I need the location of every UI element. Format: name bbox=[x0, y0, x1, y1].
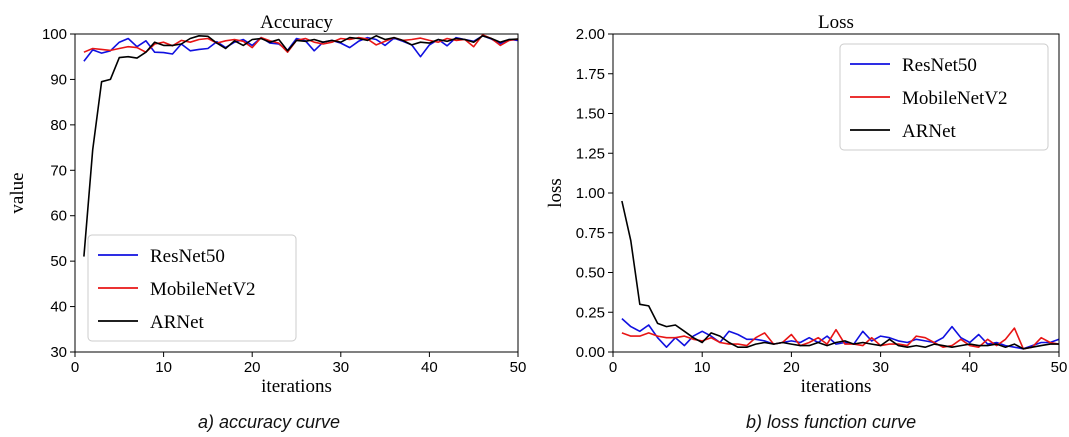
x-tick-label: 40 bbox=[961, 359, 978, 376]
y-tick-label: 0.00 bbox=[576, 344, 605, 361]
y-tick-label: 1.25 bbox=[576, 145, 605, 162]
x-axis-label: iterations bbox=[261, 376, 332, 397]
legend-label-arnet: ARNet bbox=[902, 121, 957, 142]
caption-loss: b) loss function curve bbox=[746, 412, 917, 432]
y-axis-label: loss bbox=[545, 178, 566, 208]
y-tick-label: 30 bbox=[50, 344, 67, 361]
x-tick-label: 20 bbox=[244, 359, 261, 376]
y-tick-label: 100 bbox=[42, 26, 67, 43]
legend-label-mobilenetv2: MobileNetV2 bbox=[902, 88, 1008, 109]
y-tick-label: 60 bbox=[50, 208, 67, 225]
y-tick-label: 1.50 bbox=[576, 106, 605, 123]
chart-accuracy: 0 10 20 30 40 50 30 40 50 60 70 80 90 100 Accuracy iter… bbox=[7, 12, 526, 397]
x-tick-label: 20 bbox=[783, 359, 800, 376]
y-tick-label: 1.00 bbox=[576, 185, 605, 202]
legend-label-resnet50: ResNet50 bbox=[150, 246, 225, 267]
legend-label-resnet50: ResNet50 bbox=[902, 55, 977, 76]
series-line-mobilenetv2 bbox=[83, 34, 519, 54]
x-axis-label: iterations bbox=[801, 376, 872, 397]
y-tick-label: 40 bbox=[50, 299, 67, 316]
series-line-arnet bbox=[83, 34, 519, 257]
y-tick-label: 1.75 bbox=[576, 66, 605, 83]
y-axis-label: value bbox=[7, 172, 28, 213]
legend-box bbox=[87, 234, 297, 342]
y-tick-label: 90 bbox=[50, 71, 67, 88]
x-tick-label: 50 bbox=[510, 359, 527, 376]
x-tick-label: 40 bbox=[421, 359, 438, 376]
caption-accuracy: a) accuracy curve bbox=[198, 412, 341, 432]
y-tick-label: 0.25 bbox=[576, 304, 605, 321]
x-tick-label: 50 bbox=[1051, 359, 1068, 376]
legend-label-arnet: ARNet bbox=[150, 312, 205, 333]
series-line-mobilenetv2 bbox=[621, 327, 1060, 350]
chart-title: Accuracy bbox=[260, 12, 333, 33]
legend-box bbox=[839, 43, 1049, 151]
series-line-resnet50 bbox=[621, 318, 1060, 350]
y-tick-label: 70 bbox=[50, 162, 67, 179]
y-tick-label: 80 bbox=[50, 117, 67, 134]
y-tick-label: 50 bbox=[50, 253, 67, 270]
chart-title: Loss bbox=[818, 12, 854, 33]
x-tick-label: 0 bbox=[71, 359, 79, 376]
x-tick-label: 10 bbox=[694, 359, 711, 376]
y-tick-label: 2.00 bbox=[576, 26, 605, 43]
x-tick-label: 0 bbox=[609, 359, 617, 376]
x-tick-label: 10 bbox=[155, 359, 172, 376]
series-line-arnet bbox=[621, 200, 1059, 350]
x-tick-label: 30 bbox=[872, 359, 889, 376]
legend-label-mobilenetv2: MobileNetV2 bbox=[150, 279, 256, 300]
legend: ResNet50 MobileNetV2 ARNet bbox=[839, 43, 1049, 151]
chart-loss: 0 10 20 30 40 50 0.00 0.25 0.50 0.75 1.00 1.25 1.50 1… bbox=[545, 12, 1067, 397]
x-tick-label: 30 bbox=[332, 359, 349, 376]
y-tick-label: 0.75 bbox=[576, 225, 605, 242]
plot-frame bbox=[74, 33, 519, 353]
legend: ResNet50 MobileNetV2 ARNet bbox=[87, 234, 297, 342]
y-tick-label: 0.50 bbox=[576, 265, 605, 282]
